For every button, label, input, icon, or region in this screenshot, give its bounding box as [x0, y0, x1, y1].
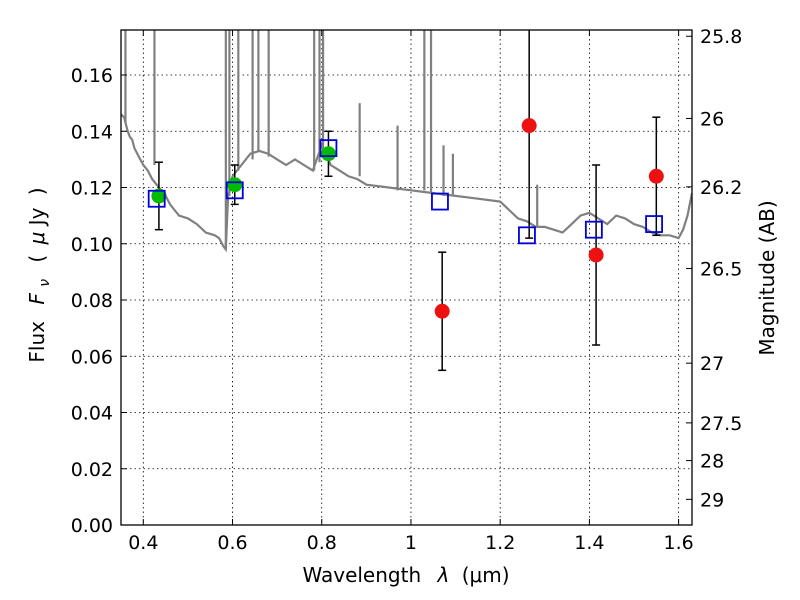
- observed-flux-point: [648, 168, 664, 184]
- y-tick-label: 0.14: [71, 121, 113, 143]
- model-flux-square: [431, 192, 449, 211]
- y-axis-label: Flux F ν ( μ Jy ): [25, 187, 54, 362]
- y-axis-label-paren-open: (: [25, 255, 49, 263]
- x-axis-label-text: Wavelength: [302, 563, 421, 587]
- observed-flux-point: [434, 303, 450, 319]
- model-flux-square: [584, 220, 603, 239]
- y-axis-label-symbol: F: [25, 293, 49, 305]
- y-tick-label: 0.06: [71, 346, 113, 368]
- model-flux-square: [147, 189, 166, 208]
- x-tick-label: 1: [405, 532, 417, 554]
- y2-axis-label: Magnitude (AB): [755, 200, 779, 355]
- model-flux-square: [319, 139, 338, 158]
- model-flux-square: [225, 181, 244, 200]
- x-tick-label: 1.4: [574, 532, 604, 554]
- x-tick-label: 1.2: [485, 532, 515, 554]
- y2-tick-label: 26.2: [700, 177, 742, 199]
- y2-tick-label: 27: [700, 353, 724, 375]
- model-spectrum: [121, 30, 692, 253]
- observed-flux-point: [151, 188, 167, 204]
- x-tick-label: 0.6: [217, 532, 247, 554]
- model-continuum-line: [121, 113, 692, 253]
- y2-tick-label: 26: [700, 108, 724, 130]
- y-tick-label: 0.08: [71, 290, 113, 312]
- observed-flux-point: [227, 177, 243, 193]
- y-axis-label-text: Flux: [25, 321, 49, 363]
- observed-flux-point: [521, 118, 537, 134]
- y2-tick-label: 26.5: [700, 258, 742, 280]
- model-flux-square: [645, 215, 663, 233]
- x-axis-label-symbol: λ: [437, 563, 450, 587]
- axis-ticks: 0.4 0.6 0.8 1 1.2 1.4 1.6 0.00 0.02 0.04 0.06 0.08 0…: [71, 26, 743, 554]
- y-tick-label: 0.12: [71, 178, 113, 200]
- y-tick-label: 0.16: [71, 65, 113, 87]
- y2-tick-label: 28: [700, 451, 724, 473]
- y2-tick-label: 27.5: [700, 413, 742, 435]
- x-tick-label: 0.8: [307, 532, 337, 554]
- y2-tick-label: 29: [700, 489, 724, 511]
- model-flux-square: [518, 226, 536, 245]
- data-points: [147, 118, 664, 319]
- x-axis-label-unit: (μm): [462, 563, 510, 587]
- y-axis-label-mu: μ: [25, 232, 49, 246]
- y-tick-label: 0.00: [71, 515, 113, 537]
- plot-frame: [120, 29, 693, 526]
- errorbars: [154, 30, 661, 372]
- y-axis-label-paren-close: ): [25, 187, 49, 195]
- y-tick-label: 0.10: [71, 234, 113, 256]
- y2-tick-label: 25.8: [700, 26, 742, 48]
- grid: [121, 30, 692, 526]
- observed-flux-point: [320, 146, 336, 162]
- y-axis-label-unit: Jy: [25, 207, 49, 227]
- y-tick-label: 0.02: [71, 459, 113, 481]
- x-axis-label: Wavelength λ (μm): [302, 563, 509, 587]
- y-tick-label: 0.04: [71, 403, 113, 425]
- observed-flux-point: [588, 247, 604, 263]
- x-tick-label: 0.4: [128, 532, 158, 554]
- y-axis-label-subscript: ν: [37, 279, 53, 287]
- x-tick-label: 1.6: [664, 532, 694, 554]
